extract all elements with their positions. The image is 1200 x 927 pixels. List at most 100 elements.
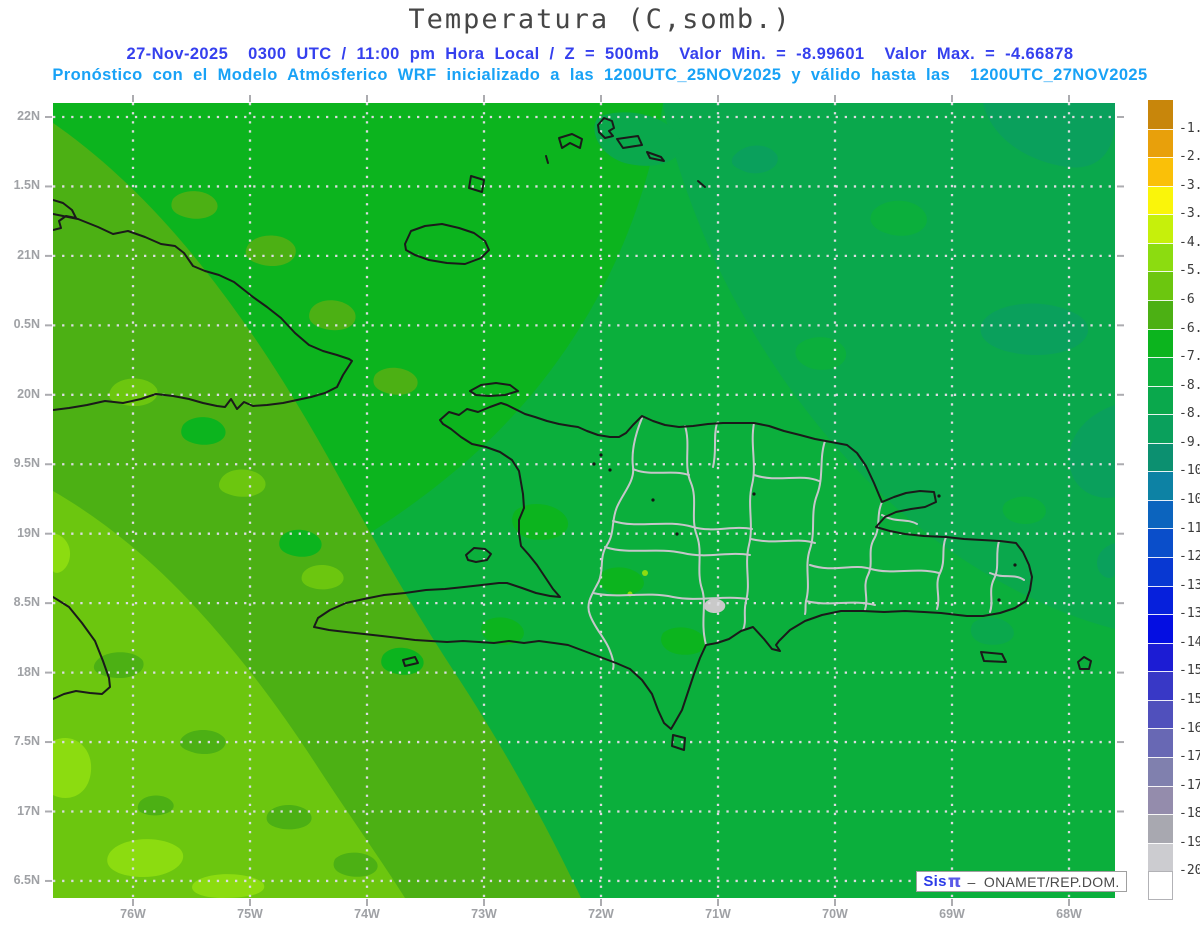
colorbar-tick-label: -6.7 (1179, 320, 1200, 336)
coastline-ile-a-vache (402, 656, 419, 667)
lon-axis-label: 76W (120, 907, 146, 921)
lon-axis-label: 71W (705, 907, 731, 921)
lat-axis-label: 22N (17, 109, 40, 123)
colorbar-tick-label: -3.2 (1179, 177, 1200, 193)
field-region-ne-cold (663, 103, 1115, 629)
colorbar-tick-label: -9.5 (1179, 434, 1200, 450)
province-line (742, 422, 755, 631)
field-patch (1096, 543, 1115, 578)
colorbar-cell (1148, 756, 1173, 786)
colorbar-cell (1148, 528, 1173, 557)
colorbar-tick-label: -16.5 (1179, 720, 1200, 736)
colorbar-cell (1148, 557, 1173, 586)
field-patch (373, 367, 418, 395)
field-patch (218, 469, 266, 497)
latitude-axis: 22N 1.5N 21N 0.5N 20N 9.5N 19N 8.5N 18N 7.5N 17N 6.… (0, 0, 46, 927)
coastline-cay (545, 155, 549, 164)
colorbar-tick-label: -13 (1179, 577, 1200, 593)
province-line (989, 540, 1000, 613)
lat-axis-label: 18N (17, 664, 40, 679)
field-patch (107, 839, 184, 877)
coastline-jamaica (53, 596, 111, 700)
coastline-tortuga (469, 382, 519, 397)
colorbar-cell (1148, 242, 1173, 272)
model-line: Pronóstico con el Modelo Atmósferico WRF… (52, 66, 1148, 84)
field-patch (795, 337, 847, 370)
field-patch (661, 627, 706, 655)
lat-axis-label: 8.5N (13, 595, 40, 610)
map-title: Temperatura (C,somb.) (408, 4, 792, 35)
colorbar-tick-label: -8.1 (1179, 377, 1200, 393)
coastline-beata (671, 734, 686, 751)
lat-axis-label: 9.5N (13, 456, 40, 471)
colorbar-cell (1148, 728, 1173, 757)
province-line (753, 474, 820, 482)
field-patch (53, 737, 92, 798)
province-line (604, 546, 751, 557)
colorbar-tick-label: -10.2 (1179, 463, 1200, 479)
colorbar-tick-label: -15.8 (1179, 691, 1200, 707)
lat-axis-label: 17N (17, 803, 40, 818)
station-dot (675, 532, 679, 536)
colorbar-cell (1148, 328, 1173, 358)
coastline-saona (980, 651, 1007, 663)
colorbar-cell (1148, 614, 1173, 643)
field-patch (279, 529, 322, 557)
field-patch (301, 564, 344, 590)
field-patch (171, 191, 218, 219)
station-dot (608, 468, 612, 472)
colorbar-cell (1148, 214, 1173, 243)
colorbar-cell (1148, 414, 1173, 443)
coastline-caicos-islet (558, 133, 583, 149)
lon-axis-label: 69W (939, 907, 965, 921)
brand-text: – ONAMET/REP.DOM. (963, 873, 1120, 890)
field-patch (983, 103, 1115, 168)
colorbar-cell (1148, 642, 1173, 672)
validity-line: 27-Nov-2025 0300 UTC / 11:00 pm Hora Loc… (126, 45, 1074, 63)
colorbar-tick-label: -7.4 (1179, 349, 1200, 365)
haiti-dr-border (587, 417, 643, 670)
coastline-cuba (53, 213, 353, 411)
field-patch (980, 303, 1089, 356)
province-line (805, 600, 876, 606)
colorbar-cell (1148, 385, 1173, 415)
colorbar-cell (1148, 499, 1173, 529)
field-patch (731, 145, 778, 174)
coastline-hispaniola (313, 402, 1033, 730)
province-line (712, 422, 718, 468)
coastline-caicos-islet (597, 117, 615, 139)
colorbar (1148, 100, 1173, 900)
lat-axis-label: 0.5N (13, 317, 40, 332)
province-line (750, 538, 816, 544)
coastline-cay (697, 180, 706, 188)
field-patch (53, 533, 71, 573)
province-borders (587, 417, 1025, 670)
field-patch (181, 417, 226, 445)
colorbar-cell (1148, 357, 1173, 386)
colorbar-cell (1148, 128, 1173, 158)
field-patch (512, 504, 569, 540)
field-region-yellow-green (53, 491, 405, 898)
lon-axis-label: 74W (354, 907, 380, 921)
station-dot (752, 492, 756, 496)
lon-axis-label: 68W (1056, 907, 1082, 921)
colorbar-tick-label: -17.9 (1179, 777, 1200, 793)
coastline-caicos-islet (616, 135, 643, 149)
colorbar-cell (1148, 871, 1173, 900)
province-line (592, 592, 749, 600)
station-dot (1013, 563, 1017, 567)
colorbar-tick-label: -5.3 (1179, 263, 1200, 279)
field-patch (594, 112, 682, 166)
coastline-great-inagua (404, 223, 490, 265)
colorbar-tick-label: -8.8 (1179, 406, 1200, 422)
sispi-logo-pi-icon: π (947, 871, 962, 892)
lon-axis-label: 75W (237, 907, 263, 921)
sispi-onamet-brand: Sis π – ONAMET/REP.DOM. (916, 871, 1127, 892)
province-line (864, 501, 883, 611)
colorbar-cell (1148, 185, 1173, 215)
colorbar-tick-label: -3.9 (1179, 206, 1200, 222)
province-line (612, 520, 753, 531)
